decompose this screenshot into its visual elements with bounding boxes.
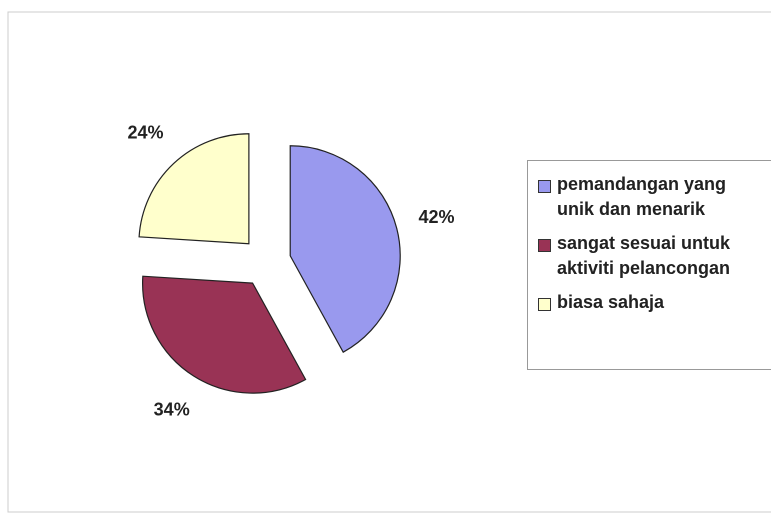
chart-border [7,11,771,513]
legend-entry: sangat sesuai untuk aktiviti pelancongan [538,233,771,281]
pie-slice [289,145,401,353]
legend-label: pemandangan yang unik dan menarik [557,174,727,219]
data-label: 34% [154,399,190,419]
pie-slice [138,133,250,245]
legend-entry: biasa sahaja [538,292,771,315]
legend-swatch [538,180,551,193]
pie-slice [142,275,307,394]
legend-swatch [538,239,551,252]
legend-label: sangat sesuai untuk aktiviti pelancongan [557,233,731,278]
data-label: 24% [128,122,164,142]
legend: pemandangan yang unik dan menarik sangat … [527,160,771,370]
legend-label: biasa sahaja [557,292,665,312]
data-label: 42% [418,207,454,227]
legend-swatch [538,298,551,311]
legend-entry: pemandangan yang unik dan menarik [538,174,771,222]
